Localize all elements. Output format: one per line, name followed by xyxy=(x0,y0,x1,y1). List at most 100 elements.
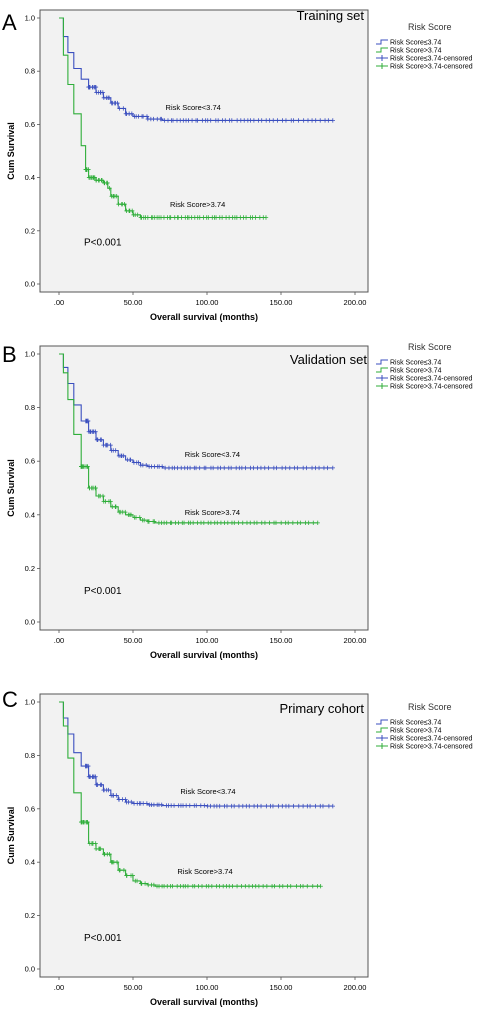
censor-mark xyxy=(295,465,300,471)
y-tick-label: 0.6 xyxy=(25,457,35,466)
censor-mark xyxy=(213,215,219,220)
censor-mark xyxy=(108,499,113,504)
censor-mark xyxy=(222,465,227,471)
censor-mark xyxy=(114,860,120,865)
censor-mark xyxy=(93,84,98,90)
km-panel-a: A Training set 0.0 0.2 0.4 0.6 0.8 1.0 .00 50.00 1… xyxy=(2,8,473,322)
censor-mark xyxy=(280,884,285,889)
plot-area xyxy=(39,9,369,293)
y-tick-label: 0.0 xyxy=(25,618,35,627)
censor-mark xyxy=(159,802,164,807)
censor-mark xyxy=(99,178,104,183)
legend-swatch-censor xyxy=(376,743,388,749)
censor-mark xyxy=(258,803,264,809)
y-tick-label: 1.0 xyxy=(25,698,35,707)
curve-annotation: Risk Score<3.74 xyxy=(166,103,221,112)
censor-mark xyxy=(152,519,157,524)
y-tick-label: 0.4 xyxy=(25,510,35,519)
censor-mark xyxy=(86,167,91,172)
censor-mark xyxy=(100,493,106,499)
x-tick-label: 200.00 xyxy=(344,298,367,307)
censor-mark xyxy=(121,453,126,459)
censor-mark xyxy=(264,803,269,809)
censor-mark xyxy=(234,884,240,889)
censor-mark xyxy=(130,208,135,214)
censor-mark xyxy=(128,512,134,517)
legend-entry: Risk Score≤3.74-censored xyxy=(390,736,473,743)
censor-mark xyxy=(305,118,311,123)
censor-mark xyxy=(106,787,111,793)
censor-mark xyxy=(179,215,184,220)
censor-mark xyxy=(243,215,249,220)
censor-mark xyxy=(175,465,180,471)
x-tick-label: 150.00 xyxy=(270,983,293,992)
y-tick-label: 0.0 xyxy=(25,965,35,974)
censor-mark xyxy=(274,465,279,471)
y-tick-label: 0.6 xyxy=(25,804,35,813)
censor-mark xyxy=(170,884,175,889)
censor-mark xyxy=(286,520,291,526)
km-panel-b: B Validation set 0.0 0.2 0.4 0.6 0.8 1.0 .00 50.0… xyxy=(2,342,473,660)
censor-mark xyxy=(144,463,149,468)
censor-mark xyxy=(164,520,169,526)
censor-mark xyxy=(199,884,205,889)
censor-mark xyxy=(236,520,241,526)
censor-mark xyxy=(187,803,192,808)
censor-mark xyxy=(146,519,152,524)
censor-mark xyxy=(189,118,195,123)
y-tick-label: 1.0 xyxy=(25,14,35,23)
censor-mark xyxy=(264,884,270,889)
x-axis-title: Overall survival (months) xyxy=(150,312,258,322)
x-tick-label: 100.00 xyxy=(196,983,219,992)
p-value: P<0.001 xyxy=(84,933,122,944)
censor-mark xyxy=(92,175,97,180)
censor-mark xyxy=(129,111,135,116)
censor-mark xyxy=(224,803,230,809)
y-tick-label: 0.8 xyxy=(25,67,35,76)
legend-swatch-censor xyxy=(376,735,388,741)
censor-mark xyxy=(273,520,279,526)
legend-title: Risk Score xyxy=(408,342,452,352)
legend-entry: Risk Score>3.74-censored xyxy=(390,384,473,391)
censor-mark xyxy=(185,884,191,889)
censor-mark xyxy=(197,465,202,471)
curve-annotation: Risk Score>3.74 xyxy=(177,867,232,876)
censor-mark xyxy=(260,884,266,889)
censor-mark xyxy=(159,116,164,122)
censor-mark xyxy=(170,118,176,123)
censor-mark xyxy=(223,118,228,123)
censor-mark xyxy=(100,90,106,95)
y-tick-label: 0.2 xyxy=(25,226,35,235)
y-tick-label: 1.0 xyxy=(25,350,35,359)
censor-mark xyxy=(86,763,91,769)
censor-mark xyxy=(259,118,264,123)
x-tick-label: 150.00 xyxy=(270,298,293,307)
censor-mark xyxy=(283,118,289,123)
censor-mark xyxy=(162,465,168,471)
censor-mark xyxy=(201,520,207,526)
legend-swatch-line xyxy=(376,727,388,733)
y-tick-label: 0.8 xyxy=(25,403,35,412)
legend-swatch-censor xyxy=(376,55,388,61)
censor-mark xyxy=(114,194,119,199)
y-tick-label: 0.8 xyxy=(25,751,35,760)
censor-mark xyxy=(234,118,240,123)
x-axis-title: Overall survival (months) xyxy=(150,997,258,1007)
censor-mark xyxy=(107,851,112,857)
censor-mark xyxy=(318,884,323,889)
censor-mark xyxy=(144,801,150,806)
legend-swatch-line xyxy=(376,39,388,45)
legend-entry: Risk Score≤3.74-censored xyxy=(390,376,473,383)
y-tick-label: 0.4 xyxy=(25,173,35,182)
censor-mark xyxy=(304,465,309,471)
censor-mark xyxy=(98,846,103,852)
censor-mark xyxy=(206,215,211,220)
plot-area xyxy=(39,693,369,978)
censor-mark xyxy=(195,118,200,123)
censor-mark xyxy=(93,429,98,434)
censor-mark xyxy=(99,437,104,442)
km-panel-c: C Primary cohort 0.0 0.2 0.4 0.6 0.8 1.0 .00 50.0… xyxy=(2,687,473,1007)
censor-mark xyxy=(330,803,335,809)
censor-mark xyxy=(123,509,128,515)
censor-mark xyxy=(181,520,187,526)
